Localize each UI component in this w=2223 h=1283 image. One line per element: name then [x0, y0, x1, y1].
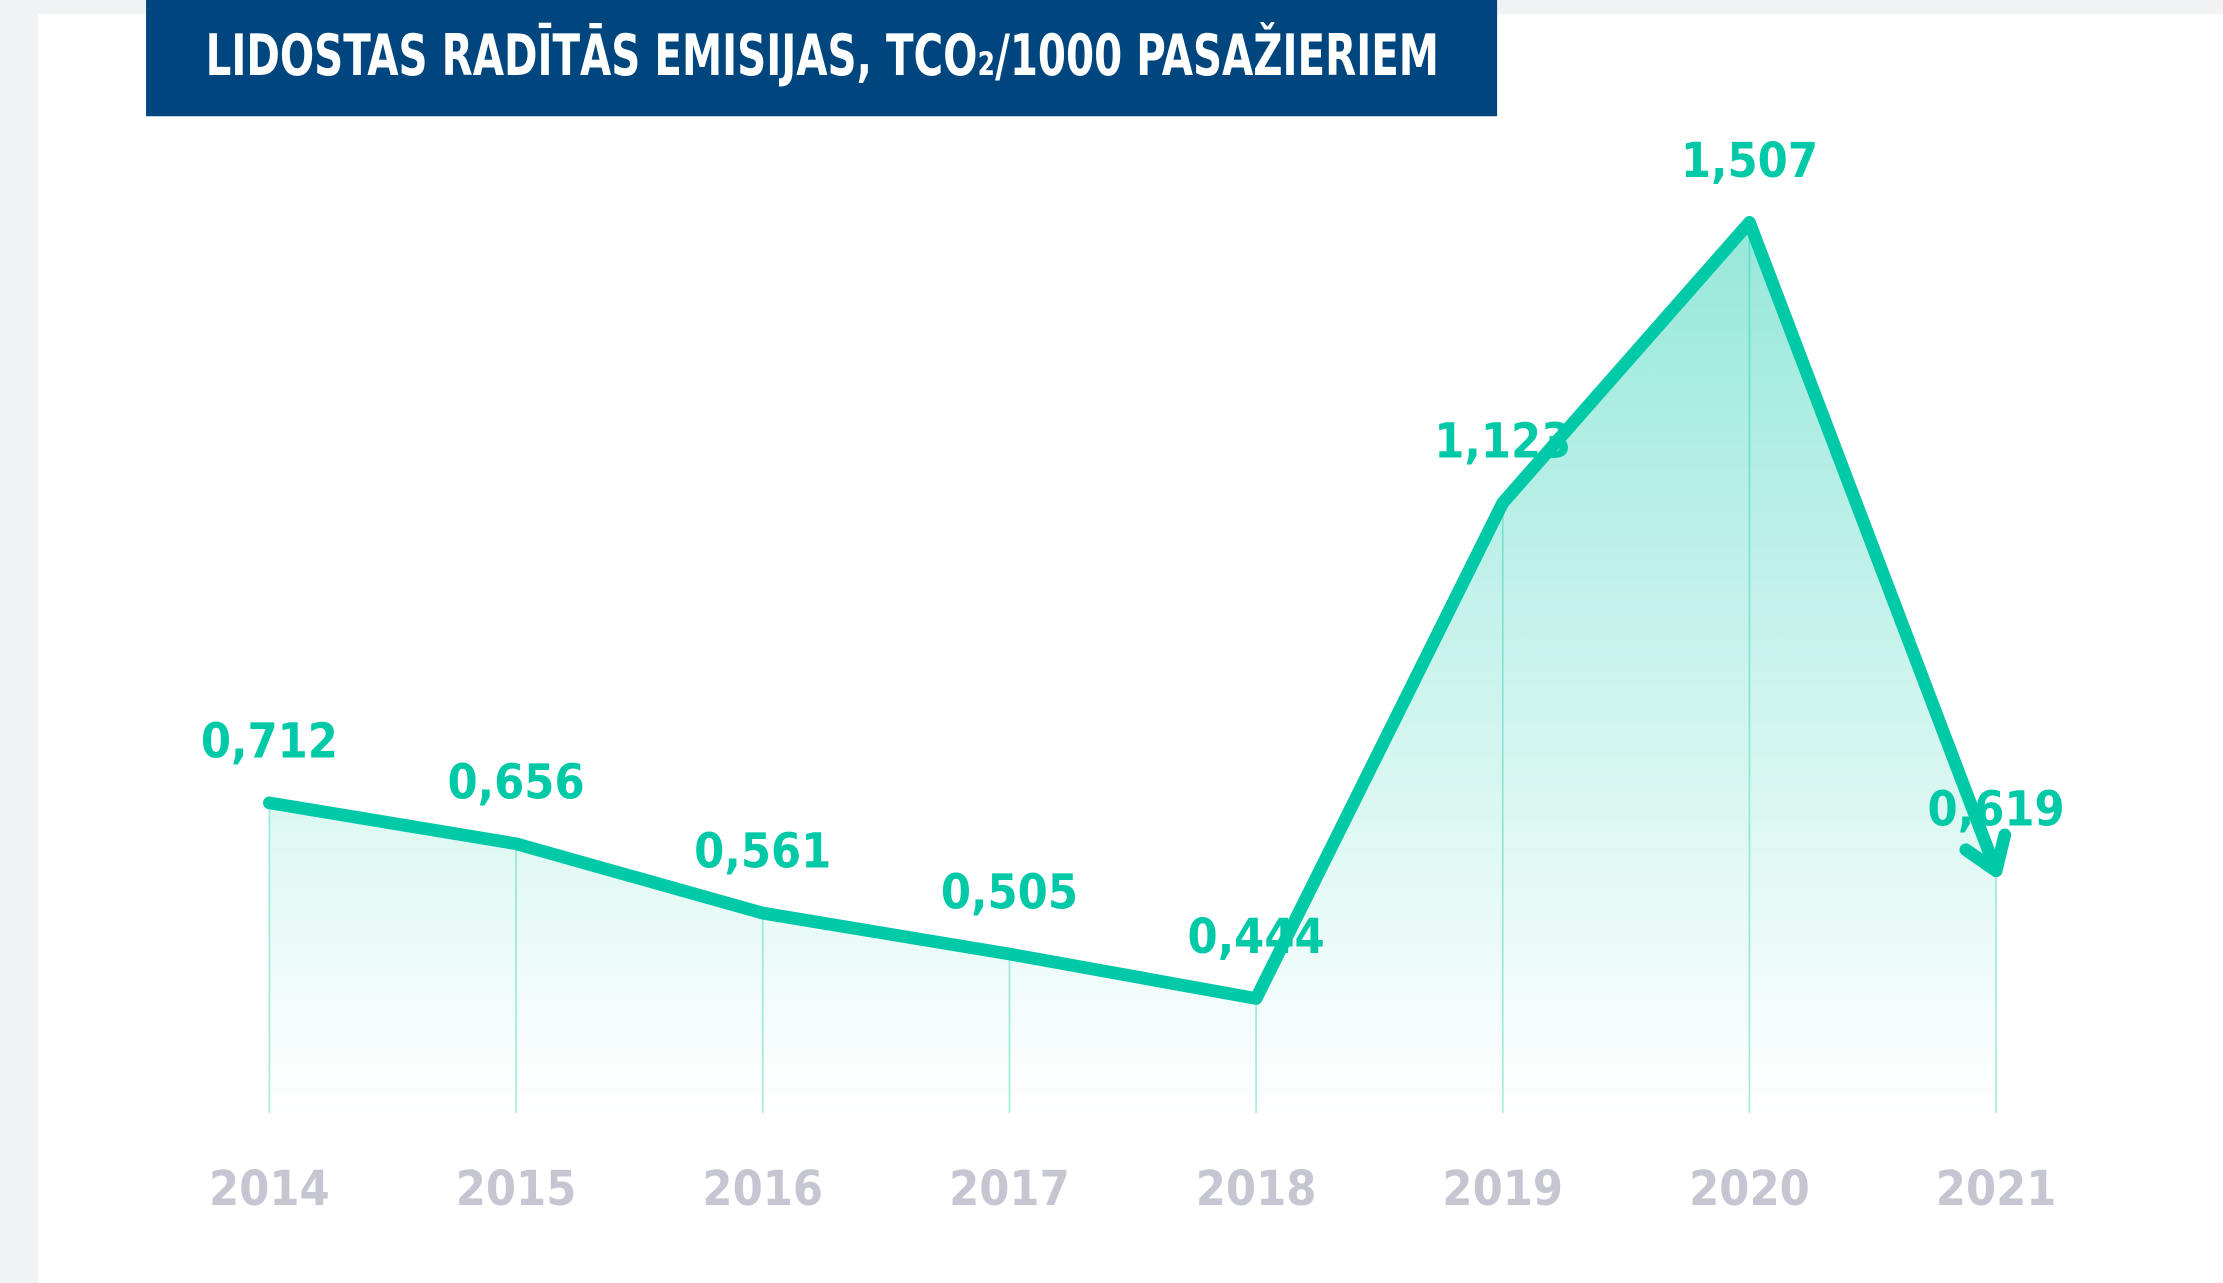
x-tick-label: 2020 [1689, 1161, 1810, 1217]
value-label: 0,712 [201, 713, 338, 769]
value-label: 1,507 [1681, 133, 1818, 189]
x-tick-label: 2021 [1936, 1161, 2057, 1217]
line [263, 216, 2003, 1005]
arrow-head [1959, 828, 2012, 878]
value-label: 0,619 [1928, 781, 2065, 837]
x-tick-label: 2017 [949, 1161, 1070, 1217]
chart-title: LIDOSTAS RADĪTĀS EMISIJAS, TCO₂/1000 PAS… [206, 21, 1439, 89]
value-label: 0,561 [694, 824, 831, 880]
x-tick-label: 2019 [1442, 1161, 1563, 1217]
x-tick-label: 2015 [456, 1161, 577, 1217]
title-box [146, 0, 1498, 117]
value-label: 1,123 [1434, 413, 1571, 469]
plot: 2014 2015 2016 2017 2018 2019 2020 2021 0,712 0,6… [201, 133, 2065, 1217]
x-tick-label: 2018 [1196, 1161, 1317, 1217]
value-label: 0,505 [941, 865, 1078, 921]
value-label: 0,656 [448, 754, 585, 810]
area [269, 222, 1997, 1113]
x-tick-label: 2016 [702, 1161, 823, 1217]
x-tick-label: 2014 [209, 1161, 330, 1217]
value-label: 0,444 [1188, 909, 1325, 965]
